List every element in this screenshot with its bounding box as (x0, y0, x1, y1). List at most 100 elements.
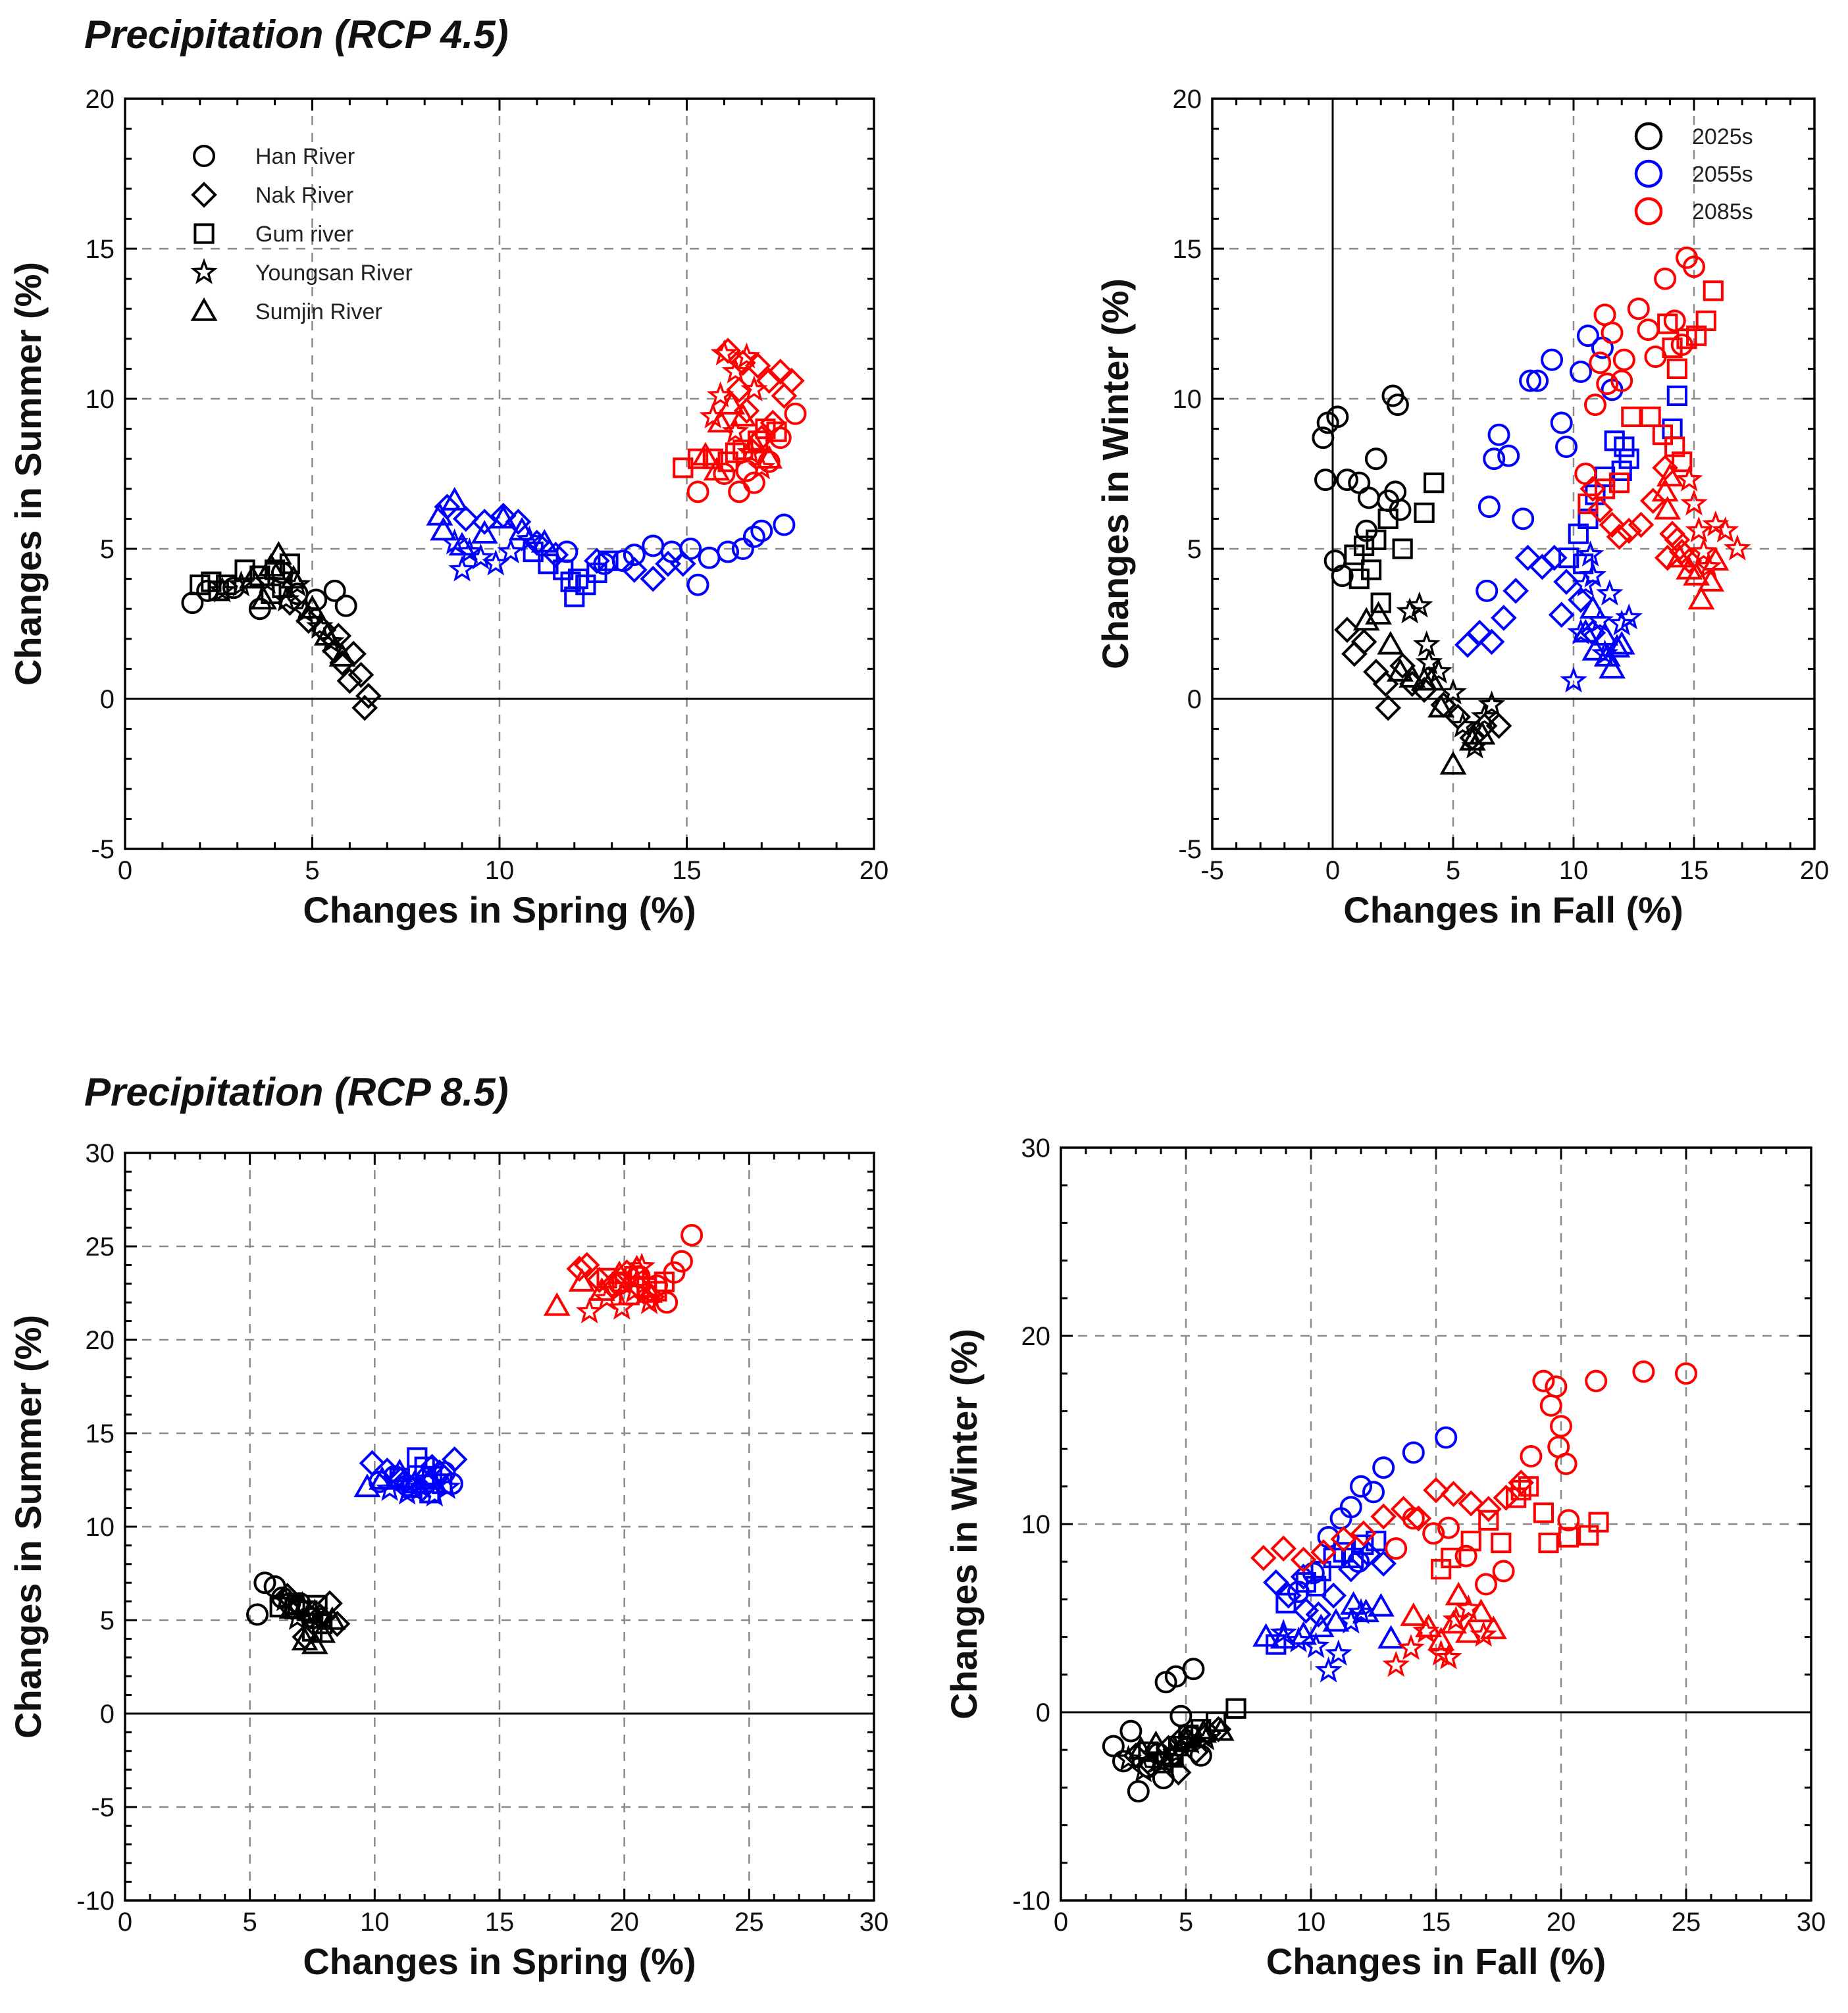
data-point (1405, 1505, 1432, 1532)
data-point (1550, 411, 1573, 434)
y-axis-label: Changes in Winter (%) (943, 1329, 985, 1720)
data-point (253, 1571, 276, 1594)
y-tick-label: 0 (1187, 685, 1202, 714)
data-point (669, 550, 696, 577)
data-point (1477, 496, 1501, 519)
data-point (1400, 1602, 1427, 1626)
data-point (767, 359, 794, 385)
data-point (756, 445, 783, 469)
data-point (386, 1458, 413, 1483)
chart-rcp85-spring-summer: 0 5 10 15 20 25 30 -10 -5 0 5 10 15 20 25 30 Changes in … (7, 1139, 888, 1982)
data-point (1640, 406, 1661, 427)
data-point (1312, 426, 1335, 449)
data-point (1306, 1575, 1327, 1596)
data-point (1392, 538, 1413, 559)
y-tick-label: -5 (91, 1793, 115, 1822)
data-point (1270, 1619, 1298, 1645)
data-point (1483, 447, 1506, 471)
x-tick-label: -5 (1200, 856, 1224, 885)
data-point (328, 643, 356, 667)
legend-marker-star (190, 258, 218, 284)
data-point (272, 585, 300, 612)
legend-marker-circle (1634, 159, 1663, 188)
data-point (1651, 478, 1679, 502)
legend-periods: 2025s 2055s 2085s (1634, 122, 1753, 226)
data-point (567, 569, 589, 590)
data-point (636, 1279, 663, 1303)
data-point (736, 438, 765, 465)
data-point (1703, 280, 1724, 301)
data-point (1285, 1626, 1312, 1653)
data-point (1352, 607, 1380, 631)
data-point (1676, 548, 1703, 574)
data-point (605, 1260, 633, 1285)
data-point (1560, 666, 1587, 693)
x-tick-label: 15 (1680, 856, 1709, 885)
data-point (1460, 1531, 1481, 1552)
data-point (1366, 529, 1387, 550)
data-point (1627, 297, 1650, 320)
data-point (1440, 1481, 1467, 1508)
data-point (1157, 1741, 1185, 1766)
data-point (1362, 1481, 1385, 1504)
data-point (1377, 630, 1404, 655)
data-point (698, 546, 721, 569)
data-point (1545, 1375, 1568, 1398)
data-point (471, 509, 498, 535)
data-point (538, 553, 559, 574)
data-point (257, 553, 285, 577)
data-point (713, 463, 736, 485)
data-point (1423, 1477, 1449, 1504)
data-point (1497, 444, 1520, 467)
data-point (750, 519, 773, 542)
data-point (1493, 1485, 1520, 1511)
data-point (1478, 628, 1505, 655)
data-point (1425, 657, 1452, 684)
data-point (1487, 423, 1510, 446)
data-point (1654, 496, 1681, 520)
x-tick-label: 10 (1559, 856, 1589, 885)
y-tick-label: 20 (1173, 85, 1202, 114)
data-point (710, 339, 738, 366)
y-tick-label: 0 (100, 685, 115, 714)
y-tick-label: -5 (1178, 835, 1202, 864)
data-point (1628, 511, 1655, 538)
data-point (718, 391, 746, 415)
data-point (1413, 630, 1441, 657)
data-point (1596, 372, 1619, 395)
data-point (1514, 544, 1541, 571)
data-point (1435, 1426, 1458, 1449)
data-point (301, 1630, 328, 1654)
data-point (305, 588, 328, 611)
data-point (1533, 1502, 1554, 1523)
legend-label: 2025s (1692, 124, 1753, 149)
data-point (441, 1446, 468, 1473)
data-point (278, 1594, 306, 1619)
data-point (1324, 1639, 1352, 1666)
data-point (430, 517, 457, 541)
data-point (1377, 508, 1399, 529)
data-point (323, 579, 346, 602)
data-point (1687, 586, 1715, 610)
data-point (1341, 640, 1368, 667)
data-point (1437, 1516, 1460, 1539)
data-point (1683, 255, 1705, 278)
data-point (1610, 369, 1633, 392)
legend-label: Han River (255, 144, 355, 169)
data-point (1470, 1620, 1498, 1647)
data-point (1568, 586, 1594, 613)
data-point (1652, 424, 1674, 446)
data-point (1290, 1546, 1317, 1573)
data-point (1606, 523, 1633, 550)
data-point (416, 1465, 444, 1490)
data-point (1583, 394, 1606, 417)
data-point (1508, 1469, 1535, 1496)
data-point (1491, 1533, 1512, 1554)
data-point (1386, 394, 1409, 417)
data-point (756, 367, 783, 394)
data-point (1663, 309, 1686, 332)
data-point (1396, 597, 1424, 624)
data-point (309, 1619, 336, 1643)
data-point (543, 1292, 571, 1316)
data-point (1427, 694, 1455, 718)
